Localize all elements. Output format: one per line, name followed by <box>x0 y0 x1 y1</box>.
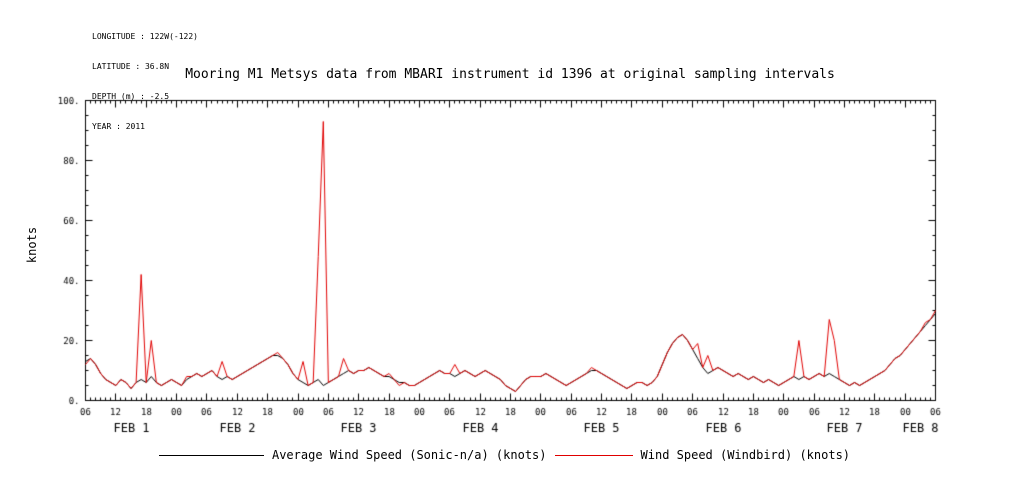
year-line: YEAR : 2011 <box>92 122 145 131</box>
chart-title: Mooring M1 Metsys data from MBARI instru… <box>185 67 835 82</box>
legend-label-sonic: Average Wind Speed (Sonic-n/a) (knots) <box>271 448 547 462</box>
longitude-line: LONGITUDE : 122W(-122) <box>92 32 198 41</box>
depth-line: DEPTH (m) : -2.5 <box>92 92 170 101</box>
chart-legend: Average Wind Speed (Sonic-n/a) (knots) W… <box>0 448 1009 462</box>
legend-line-sonic <box>158 454 264 456</box>
station-metadata: LONGITUDE : 122W(-122) LATITUDE : 36.8N … <box>92 12 198 142</box>
latitude-line: LATITUDE : 36.8N <box>92 62 170 71</box>
legend-label-windbird: Wind Speed (Windbird) (knots) <box>640 448 851 462</box>
legend-line-windbird <box>554 454 633 456</box>
y-axis-label: knots <box>25 226 40 264</box>
